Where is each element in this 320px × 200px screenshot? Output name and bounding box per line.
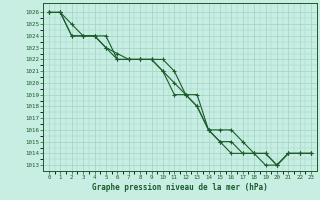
X-axis label: Graphe pression niveau de la mer (hPa): Graphe pression niveau de la mer (hPa) (92, 183, 268, 192)
